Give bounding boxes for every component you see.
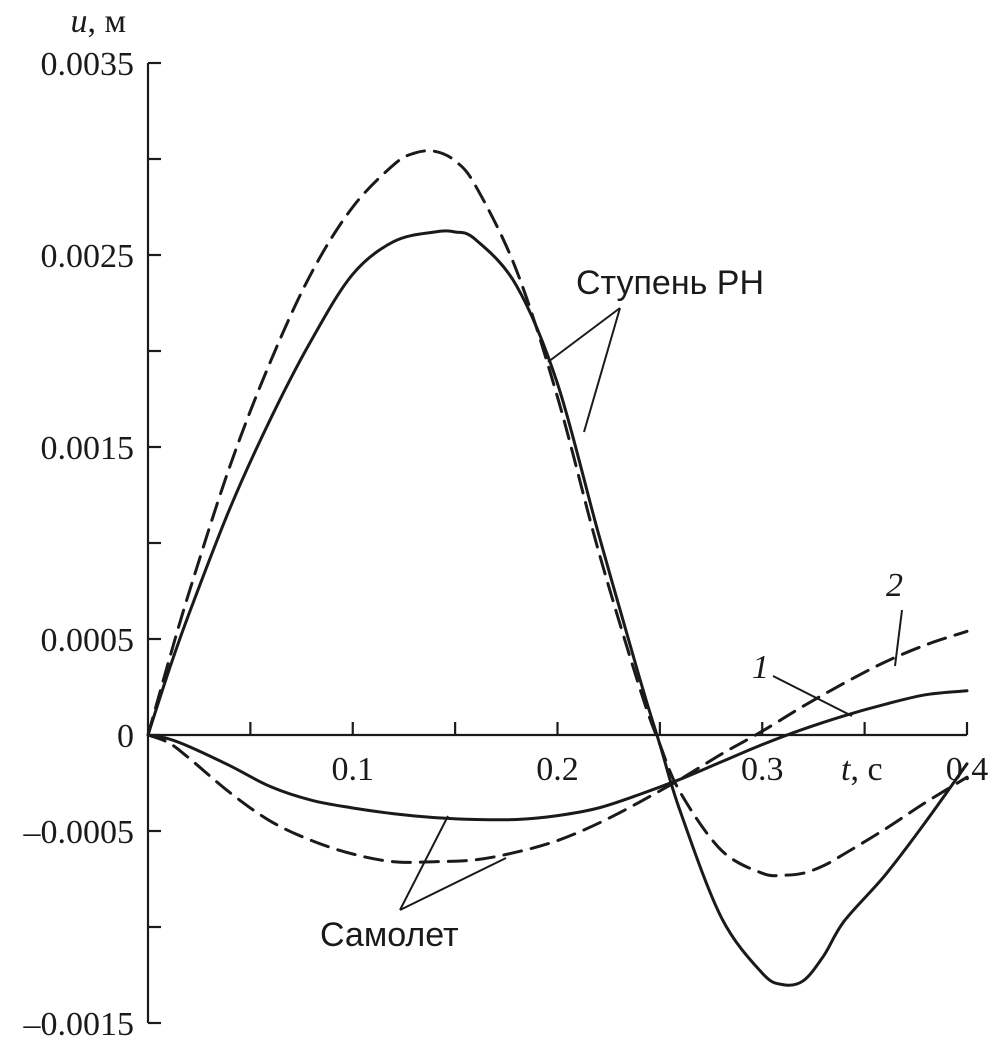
y-axis-var: u (70, 3, 87, 40)
airplane-curve-1-line (146, 689, 969, 822)
y-tick-label: 0.0025 (41, 238, 135, 275)
x-axis-var: t (841, 751, 852, 788)
stage-curve-2-line (146, 149, 969, 878)
x-tick-label: 0.2 (536, 751, 579, 788)
y-tick-label: 0.0015 (41, 430, 135, 467)
curves (146, 149, 969, 987)
stage-curve-1-line (146, 229, 969, 987)
y-tick-label: 0.0005 (41, 622, 135, 659)
y-axis-unit: , м (87, 3, 126, 40)
leader-airplane-to-curve-2 (399, 857, 507, 911)
annotation-curve-2-label: 2 (886, 567, 903, 604)
airplane-curve-2-line (146, 629, 969, 864)
leader-airplane-to-curve-1 (399, 815, 449, 911)
leader-lines (399, 307, 903, 911)
axes: 0.0035 0.0025 0.0015 0.0005 0 –0.0005 –0.0015 0… (23, 46, 989, 1043)
labels: u, м t, с Ступень РН Самолет 1 2 (70, 3, 903, 954)
x-axis-title: t, с (841, 751, 883, 788)
annotation-curve-1-label: 1 (752, 649, 769, 686)
y-tick-label: –0.0005 (23, 814, 135, 851)
leader-label-2 (894, 609, 903, 667)
leader-stage-to-curve-1 (583, 307, 621, 433)
y-tick-label: –0.0015 (23, 1006, 135, 1043)
y-tick-label: 0.0035 (41, 46, 135, 83)
y-tick-label: 0 (117, 718, 134, 755)
leader-stage-to-curve-2 (547, 307, 621, 363)
leader-label-1 (772, 675, 853, 717)
x-tick-label: 0.3 (741, 751, 784, 788)
annotation-stage-label: Ступень РН (576, 264, 764, 302)
x-axis-unit: , с (850, 751, 882, 788)
annotation-airplane-label: Самолет (320, 916, 459, 954)
y-axis-title: u, м (70, 3, 126, 40)
x-tick-label: 0.1 (332, 751, 375, 788)
